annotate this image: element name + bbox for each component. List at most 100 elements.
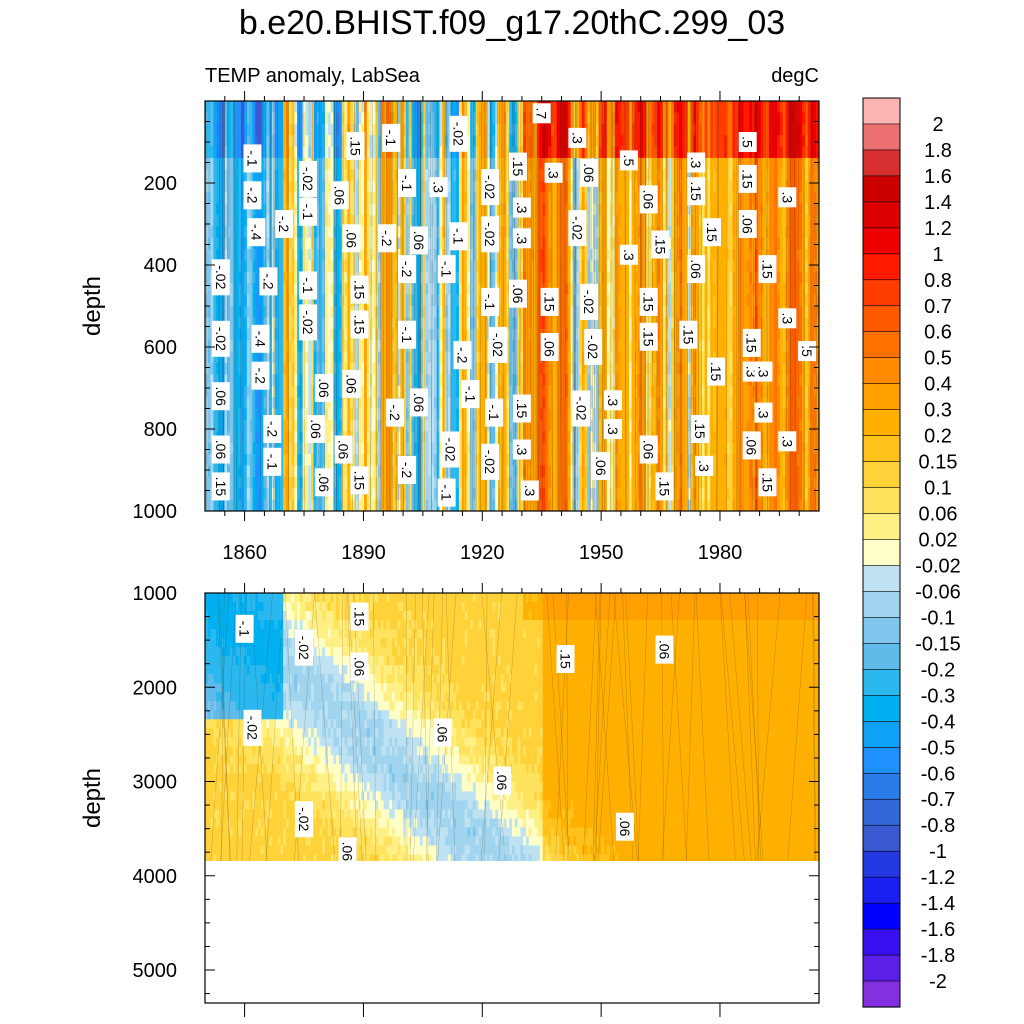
field-cell-upper xyxy=(408,499,413,511)
field-cell-upper xyxy=(525,351,530,364)
field-cell-upper xyxy=(506,146,510,159)
field-cell-upper xyxy=(325,214,329,227)
field-cell-upper xyxy=(545,442,549,455)
field-cell-upper xyxy=(285,135,290,148)
field-cell-upper xyxy=(447,385,452,398)
field-cell-upper xyxy=(258,419,262,432)
field-cell-upper xyxy=(470,488,474,501)
field-cell-upper xyxy=(590,101,594,113)
field-cell-upper xyxy=(366,431,371,444)
field-cell-upper xyxy=(297,214,301,227)
field-cell-upper xyxy=(336,260,340,273)
field-cell-upper xyxy=(506,169,510,182)
field-cell-upper xyxy=(216,157,220,170)
field-cell-upper xyxy=(467,169,471,182)
field-cell-upper xyxy=(327,419,332,432)
field-cell-upper xyxy=(232,101,237,113)
field-cell-upper xyxy=(492,476,496,489)
field-cell-upper xyxy=(280,306,284,318)
field-cell-upper xyxy=(559,488,563,501)
field-cell-upper xyxy=(489,157,494,170)
field-cell-upper xyxy=(525,180,530,193)
field-cell-upper xyxy=(327,123,332,136)
field-cell-upper xyxy=(539,192,544,205)
field-cell-upper xyxy=(553,271,558,284)
field-cell-upper xyxy=(383,294,388,307)
field-cell-upper xyxy=(565,214,569,227)
field-cell-upper xyxy=(322,499,326,511)
field-cell-upper xyxy=(246,408,251,421)
field-cell-upper xyxy=(481,123,485,136)
field-cell-upper xyxy=(578,146,583,159)
field-cell-upper xyxy=(207,283,212,296)
field-cell-upper xyxy=(255,249,259,262)
field-cell-upper xyxy=(297,385,301,398)
field-cell-upper xyxy=(481,249,485,262)
field-cell-upper xyxy=(470,112,474,125)
field-cell-upper xyxy=(325,340,329,353)
field-cell-upper xyxy=(509,499,513,511)
field-cell-upper xyxy=(316,169,321,182)
field-cell-upper xyxy=(230,465,234,478)
field-cell-upper xyxy=(336,340,340,353)
field-cell-upper xyxy=(330,101,334,113)
field-cell-upper xyxy=(408,431,413,444)
field-cell-upper xyxy=(325,351,329,364)
field-cell-upper xyxy=(372,488,376,501)
field-cell-upper xyxy=(439,408,443,421)
field-cell-upper xyxy=(431,397,435,410)
field-cell-upper xyxy=(325,442,329,455)
field-cell-upper xyxy=(417,328,421,341)
field-cell-upper xyxy=(283,419,287,432)
field-cell-upper xyxy=(235,283,240,296)
field-cell-upper xyxy=(327,135,332,148)
field-cell-upper xyxy=(299,454,304,467)
field-cell-upper xyxy=(403,306,407,318)
field-cell-upper xyxy=(263,385,267,398)
field-cell-upper xyxy=(458,157,463,170)
field-cell-upper xyxy=(500,123,505,136)
field-cell-upper xyxy=(470,306,474,318)
field-cell-upper xyxy=(230,192,234,205)
field-cell-upper xyxy=(355,214,360,227)
field-cell-upper xyxy=(258,260,262,273)
field-cell-upper xyxy=(537,476,541,489)
field-cell-upper xyxy=(514,214,519,227)
field-cell-upper xyxy=(352,203,357,216)
field-cell-upper xyxy=(489,374,494,387)
field-cell-upper xyxy=(313,499,318,511)
field-cell-upper xyxy=(358,169,362,182)
field-cell-upper xyxy=(336,419,340,432)
field-cell-upper xyxy=(244,476,248,489)
field-cell-upper xyxy=(405,374,410,387)
field-cell-upper xyxy=(422,317,427,330)
field-cell-upper xyxy=(391,112,396,125)
field-cell-upper xyxy=(581,112,586,125)
field-cell-upper xyxy=(319,169,323,182)
field-cell-upper xyxy=(509,203,513,216)
field-cell-upper xyxy=(213,306,217,318)
field-cell-upper xyxy=(352,180,357,193)
field-cell-upper xyxy=(570,476,574,489)
field-cell-upper xyxy=(297,419,301,432)
field-cell-upper xyxy=(587,431,591,444)
field-cell-upper xyxy=(271,317,276,330)
field-cell-upper xyxy=(221,306,226,318)
field-cell-upper xyxy=(565,340,569,353)
field-cell-upper xyxy=(447,397,452,410)
field-cell-upper xyxy=(263,317,267,330)
field-cell-upper xyxy=(216,362,220,375)
field-cell-upper xyxy=(260,385,265,398)
field-cell-upper xyxy=(350,192,354,205)
field-cell-upper xyxy=(380,419,385,432)
field-cell-upper xyxy=(294,306,298,318)
field-cell-upper xyxy=(241,203,245,216)
field-cell-upper xyxy=(551,419,555,432)
field-cell-upper xyxy=(517,101,521,113)
field-cell-upper xyxy=(425,317,429,330)
field-cell-upper xyxy=(277,362,281,375)
field-cell-upper xyxy=(528,135,533,148)
field-cell-upper xyxy=(266,157,270,170)
field-cell-upper xyxy=(375,408,379,421)
field-cell-upper xyxy=(252,454,256,467)
